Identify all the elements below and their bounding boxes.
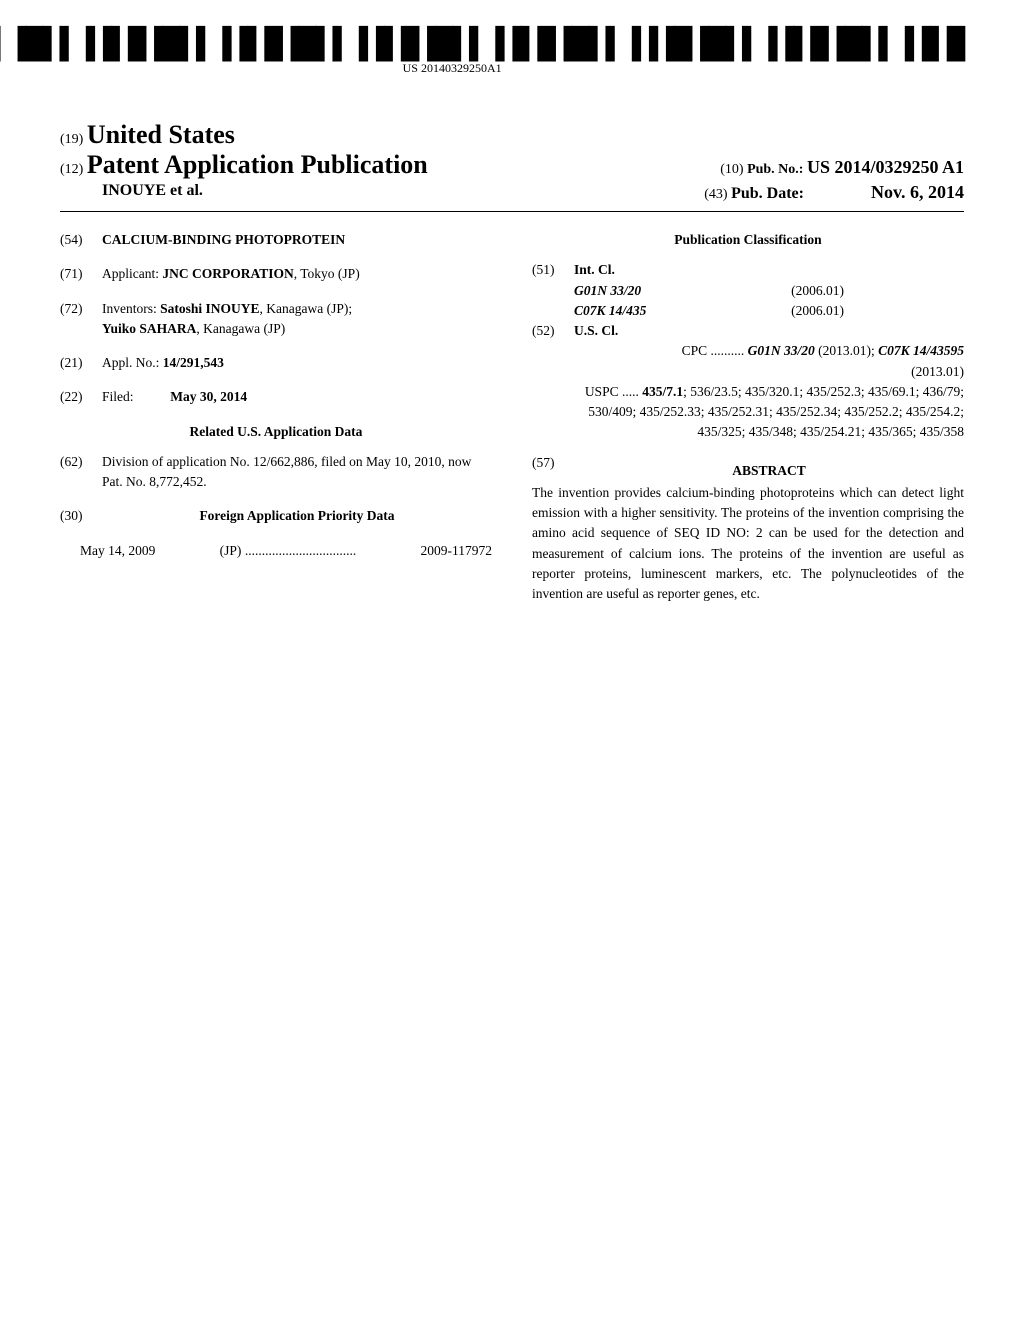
code-30: (30) <box>60 506 102 526</box>
inventor-heading: INOUYE et al. <box>102 182 203 199</box>
abstract-header: (57) ABSTRACT <box>532 453 964 481</box>
priority-no: 2009-117972 <box>420 541 492 561</box>
intcl2-code: C07K 14/435 <box>574 301 646 321</box>
barcode-glyphs: ▐█▌▌▐█▌▌▐▐▌█▐█▌▌▐▐▌█▐█▌▌▐▐▌█▐█▌▌▐▐▌█▐█▌▌… <box>0 30 964 60</box>
two-column-body: (54) CALCIUM-BINDING PHOTOPROTEIN (71) A… <box>60 230 964 604</box>
code-22: (22) <box>60 387 102 407</box>
cpc1-year: (2013.01); <box>815 343 878 358</box>
cpc-block: CPC .......... G01N 33/20 (2013.01); C07… <box>574 341 964 382</box>
filed-content: Filed: May 30, 2014 <box>102 387 492 407</box>
left-column: (54) CALCIUM-BINDING PHOTOPROTEIN (71) A… <box>60 230 492 604</box>
pub-date-label: Pub. Date: <box>731 185 804 202</box>
filed-label: Filed: <box>102 389 134 404</box>
uspc-label: USPC ..... <box>585 384 639 399</box>
code-54: (54) <box>60 230 102 250</box>
filed-date: May 30, 2014 <box>170 389 247 404</box>
applicant-name: JNC CORPORATION <box>162 266 293 281</box>
priority-country: (JP) ................................. <box>220 541 357 561</box>
code-51: (51) <box>532 260 574 280</box>
pub-left: (12) Patent Application Publication <box>60 150 428 180</box>
applicant-loc: , Tokyo (JP) <box>294 266 360 281</box>
publication-line: (12) Patent Application Publication (10)… <box>60 150 964 180</box>
priority-date: May 14, 2009 <box>80 541 155 561</box>
divider <box>60 211 964 212</box>
priority-cc: (JP) <box>220 543 242 558</box>
filed-field: (22) Filed: May 30, 2014 <box>60 387 492 407</box>
uscl-label: U.S. Cl. <box>574 321 618 341</box>
pub-no: US 2014/0329250 A1 <box>807 157 964 177</box>
right-column: Publication Classification (51) Int. Cl.… <box>532 230 964 604</box>
inventor2: Yuiko SAHARA <box>102 321 196 336</box>
cpc-line: CPC .......... G01N 33/20 (2013.01); C07… <box>574 341 964 361</box>
code-43: (43) <box>704 187 727 202</box>
appl-no: 14/291,543 <box>163 355 224 370</box>
barcode-number: US 20140329250A1 <box>0 61 964 76</box>
cpc2-year: (2013.01) <box>574 362 964 382</box>
intcl1-code: G01N 33/20 <box>574 281 641 301</box>
foreign-heading: Foreign Application Priority Data <box>102 506 492 526</box>
code-52: (52) <box>532 321 574 341</box>
intcl-entry-2: C07K 14/435 (2006.01) <box>574 301 964 321</box>
abstract-text: The invention provides calcium-binding p… <box>532 483 964 605</box>
uspc-first: 435/7.1 <box>642 384 683 399</box>
applicant-field: (71) Applicant: JNC CORPORATION, Tokyo (… <box>60 264 492 284</box>
cpc1: G01N 33/20 <box>748 343 815 358</box>
code-72: (72) <box>60 299 102 340</box>
intcl1-year: (2006.01) <box>791 281 844 301</box>
inventors-content: Inventors: Satoshi INOUYE, Kanagawa (JP)… <box>102 299 492 340</box>
inventors-field: (72) Inventors: Satoshi INOUYE, Kanagawa… <box>60 299 492 340</box>
pub-date: Nov. 6, 2014 <box>871 182 964 202</box>
inventors-label: Inventors: <box>102 301 157 316</box>
country: United States <box>87 120 235 149</box>
country-line: (19) United States <box>60 120 964 150</box>
intcl-label: Int. Cl. <box>574 260 615 280</box>
applicant-content: Applicant: JNC CORPORATION, Tokyo (JP) <box>102 264 492 284</box>
priority-dots: ................................. <box>245 543 356 558</box>
foreign-priority-field: (30) Foreign Application Priority Data <box>60 506 492 526</box>
code-21: (21) <box>60 353 102 373</box>
abstract-label: ABSTRACT <box>574 461 964 481</box>
priority-row: May 14, 2009 (JP) ......................… <box>80 541 492 561</box>
uspc-block: USPC ..... 435/7.1; 536/23.5; 435/320.1;… <box>574 382 964 443</box>
code-19: (19) <box>60 132 83 147</box>
division-field: (62) Division of application No. 12/662,… <box>60 452 492 493</box>
code-12: (12) <box>60 162 83 177</box>
inventor2-loc: , Kanagawa (JP) <box>196 321 285 336</box>
appl-label: Appl. No.: <box>102 355 159 370</box>
inventor-date-line: INOUYE et al. (43) Pub. Date: Nov. 6, 20… <box>60 182 964 203</box>
header: (19) United States (12) Patent Applicati… <box>60 120 964 203</box>
uscl-row: (52) U.S. Cl. <box>532 321 964 341</box>
title-field: (54) CALCIUM-BINDING PHOTOPROTEIN <box>60 230 492 250</box>
pub-no-label: Pub. No.: <box>747 162 803 177</box>
cpc2: C07K 14/43595 <box>878 343 964 358</box>
intcl-entries: G01N 33/20 (2006.01) C07K 14/435 (2006.0… <box>574 281 964 322</box>
appl-no-field: (21) Appl. No.: 14/291,543 <box>60 353 492 373</box>
code-62: (62) <box>60 452 102 493</box>
date-line: (43) Pub. Date: Nov. 6, 2014 <box>704 182 964 203</box>
code-10: (10) <box>720 162 743 177</box>
cpc-label: CPC .......... <box>682 343 745 358</box>
classification-heading: Publication Classification <box>532 230 964 250</box>
intcl-row: (51) Int. Cl. <box>532 260 964 280</box>
barcode-region: ▐█▌▌▐█▌▌▐▐▌█▐█▌▌▐▐▌█▐█▌▌▐▐▌█▐█▌▌▐▐▌█▐█▌▌… <box>0 30 964 76</box>
code-71: (71) <box>60 264 102 284</box>
intcl2-year: (2006.01) <box>791 301 844 321</box>
applicant-label: Applicant: <box>102 266 159 281</box>
inventor1: Satoshi INOUYE <box>160 301 259 316</box>
invention-title: CALCIUM-BINDING PHOTOPROTEIN <box>102 230 492 250</box>
appl-content: Appl. No.: 14/291,543 <box>102 353 492 373</box>
division-text: Division of application No. 12/662,886, … <box>102 452 492 493</box>
code-57: (57) <box>532 453 574 481</box>
pub-right: (10) Pub. No.: US 2014/0329250 A1 <box>720 157 964 178</box>
pub-type: Patent Application Publication <box>87 150 428 179</box>
intcl-entry-1: G01N 33/20 (2006.01) <box>574 281 964 301</box>
inventor1-loc: , Kanagawa (JP); <box>260 301 353 316</box>
inventor-name-line: INOUYE et al. <box>102 182 203 203</box>
related-heading: Related U.S. Application Data <box>60 422 492 442</box>
